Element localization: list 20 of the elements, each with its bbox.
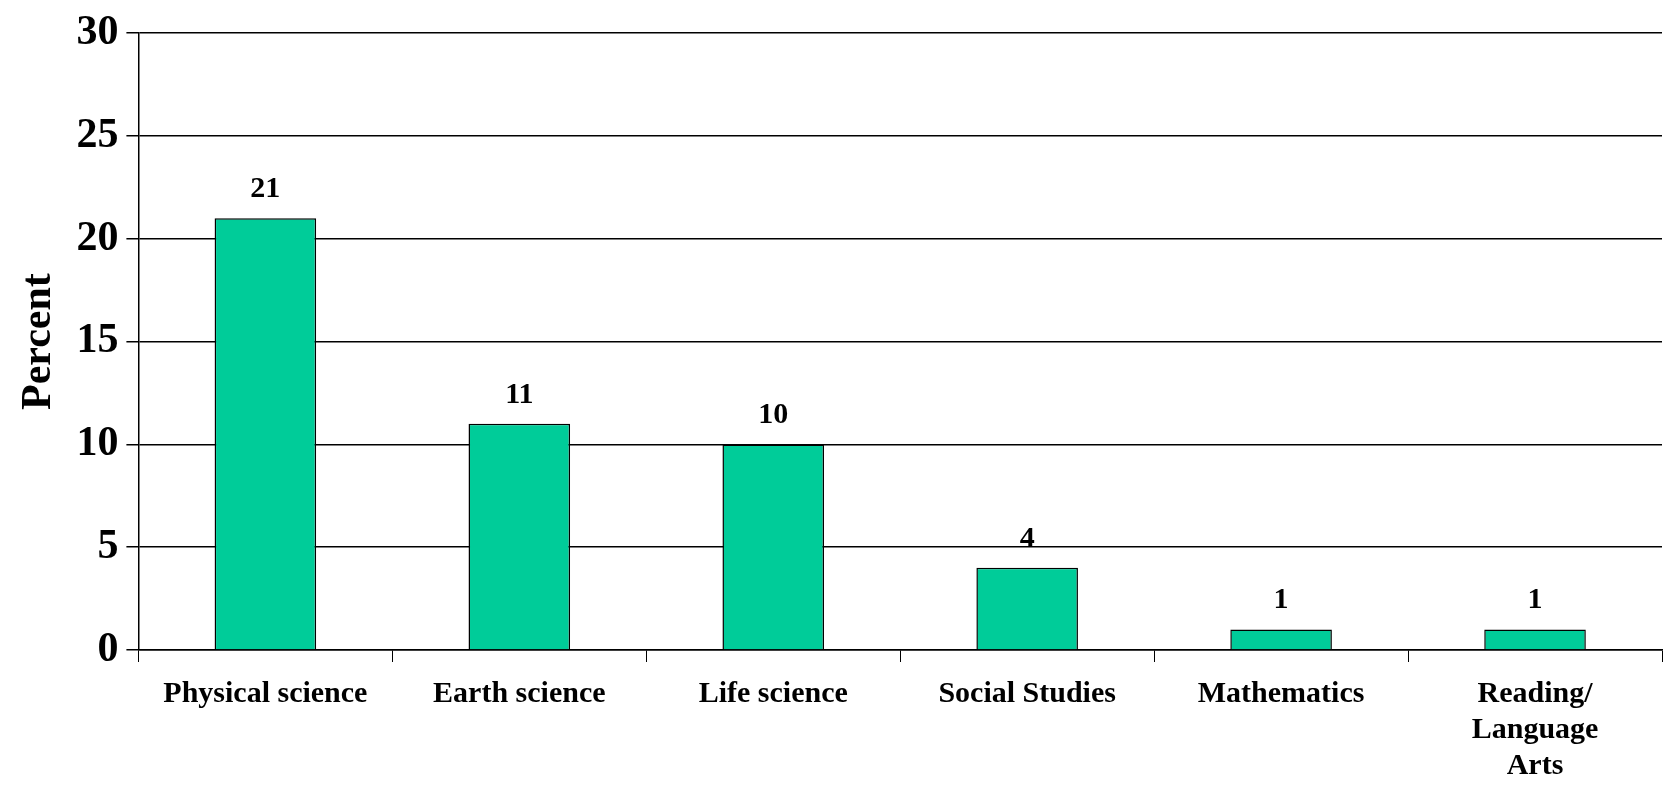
- x-tick-label: Earth science: [433, 674, 606, 708]
- x-tick-label: Social Studies: [938, 674, 1116, 708]
- y-tick-label: 5: [97, 521, 119, 568]
- y-tick-label: 20: [76, 212, 119, 259]
- x-tick-label: Physical science: [163, 674, 368, 708]
- y-tick-label: 15: [76, 315, 119, 362]
- x-tick-label: Life science: [698, 674, 848, 708]
- x-tick-label: Mathematics: [1197, 674, 1365, 708]
- data-label: 11: [505, 375, 534, 409]
- data-label: 1: [1273, 581, 1289, 615]
- y-tick-label: 25: [76, 109, 119, 156]
- y-axis-title: Percent: [13, 273, 60, 411]
- data-label: 10: [758, 396, 789, 430]
- y-tick-label: 30: [76, 7, 119, 54]
- data-label: 4: [1019, 519, 1035, 553]
- data-label: 1: [1527, 581, 1543, 615]
- y-tick-label: 10: [76, 418, 119, 465]
- y-tick-label: 0: [97, 623, 119, 670]
- data-label: 21: [250, 169, 281, 203]
- x-tick-label: Reading/ Language Arts: [1471, 674, 1599, 780]
